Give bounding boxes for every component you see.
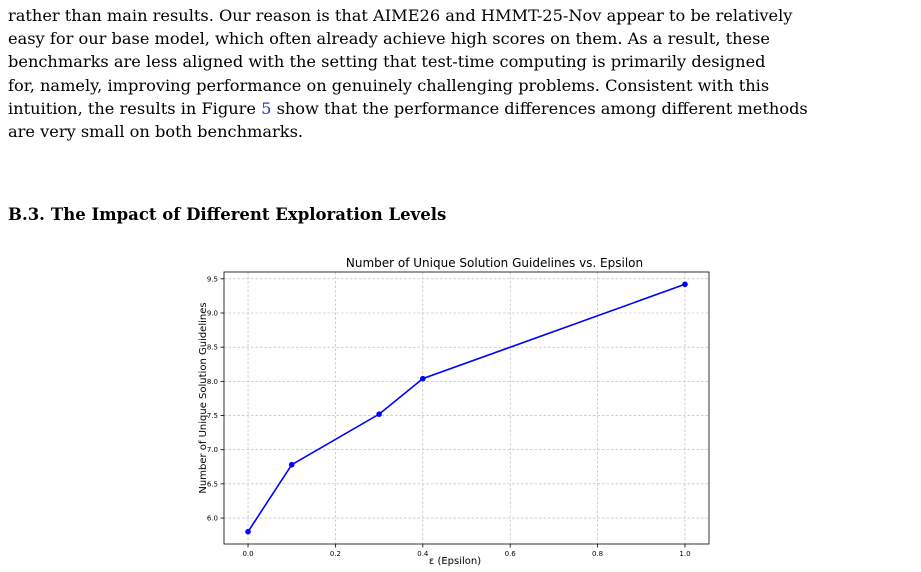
data-point: [245, 528, 251, 535]
plot-frame: [223, 271, 710, 545]
x-tick-label: 0.0: [242, 550, 253, 558]
data-point: [420, 375, 426, 382]
paragraph-text: intuition, the results in Figure: [8, 98, 262, 118]
y-tick-label: 7.5: [207, 412, 218, 420]
x-tick-label: 0.6: [505, 550, 517, 558]
y-axis-label: Number of Unique Solution Guidelines: [198, 302, 209, 493]
paragraph-line: easy for our base model, which often alr…: [8, 29, 771, 49]
data-point: [682, 281, 688, 288]
section-title: The Impact of Different Exploration Leve…: [50, 205, 447, 224]
paragraph-line: are very small on both benchmarks.: [8, 122, 304, 142]
paragraph-line: for, namely, improving performance on ge…: [8, 75, 770, 95]
paragraph-line: benchmarks are less aligned with the set…: [8, 52, 766, 72]
body-paragraph: rather than main results. Our reason is …: [8, 4, 916, 143]
paragraph-line: rather than main results. Our reason is …: [8, 6, 793, 25]
y-tick-label: 8.0: [207, 378, 218, 386]
y-tick-label: 7.0: [207, 446, 218, 454]
y-tick-label: 8.5: [207, 344, 218, 352]
epsilon-line-chart: Number of Unique Solution Guidelines vs.…: [198, 256, 710, 567]
paragraph-line: intuition, the results in Figure 5 show …: [8, 97, 916, 120]
section-number: B.3.: [8, 205, 45, 224]
x-tick-label: 0.2: [330, 550, 341, 558]
y-tick-label: 6.0: [207, 515, 218, 523]
y-tick-label: 9.0: [207, 310, 218, 318]
series-line: [247, 283, 686, 533]
y-tick-label: 6.5: [207, 480, 218, 488]
data-point: [288, 461, 295, 468]
grid: [224, 272, 709, 544]
x-tick-label: 0.4: [417, 550, 429, 558]
paragraph-text: show that the performance differences am…: [271, 98, 808, 118]
chart-title: Number of Unique Solution Guidelines vs.…: [346, 256, 643, 270]
data-series: [245, 281, 688, 535]
x-tick-label: 0.8: [592, 550, 603, 558]
figure-reference-link[interactable]: 5: [261, 98, 272, 118]
y-tick-label: 9.5: [207, 275, 218, 283]
x-tick-label: 1.0: [679, 550, 690, 558]
section-heading: B.3. The Impact of Different Exploration …: [8, 205, 446, 224]
tick-labels: 0.0 0.2 0.4 0.6 0.8 1.0 6.0 6.5 7.0 7.5 8.0 8.5 9.0 9…: [207, 275, 691, 558]
x-axis-label: ε (Epsilon): [429, 556, 481, 567]
data-point: [376, 411, 382, 417]
